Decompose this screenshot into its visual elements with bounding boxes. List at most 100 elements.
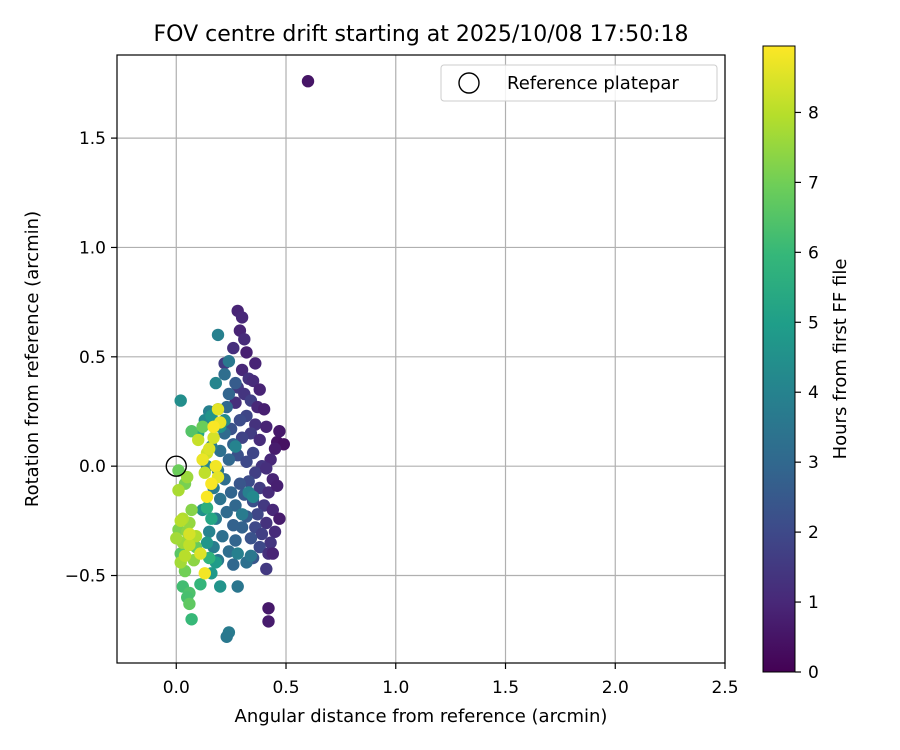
data-point	[194, 578, 207, 591]
data-point	[224, 486, 238, 499]
data-point	[244, 549, 258, 562]
data-point	[253, 383, 266, 396]
data-point	[249, 357, 262, 370]
data-point	[238, 333, 251, 346]
data-point	[246, 446, 260, 460]
legend-entry-label: Reference platepar	[507, 73, 679, 94]
colorbar-label: Hours from first FF file	[830, 259, 851, 460]
data-point	[273, 512, 286, 525]
data-point	[249, 466, 262, 479]
data-point	[271, 479, 284, 492]
data-point	[240, 455, 253, 468]
data-point	[174, 394, 187, 407]
x-tick-label: 0.5	[272, 678, 299, 698]
data-point	[227, 519, 240, 532]
data-point	[207, 420, 220, 433]
data-point	[260, 562, 273, 576]
data-point	[185, 613, 198, 626]
y-tick-label: −0.5	[65, 567, 106, 587]
data-point	[262, 602, 275, 615]
data-point	[235, 508, 249, 521]
data-point	[262, 486, 275, 499]
data-point	[253, 433, 266, 447]
data-point	[244, 532, 258, 545]
data-point	[240, 346, 253, 359]
colorbar-tick-label: 5	[808, 313, 819, 333]
data-points	[170, 75, 315, 643]
data-point	[172, 464, 185, 477]
data-point	[172, 484, 185, 497]
data-point	[255, 527, 269, 541]
x-tick-label: 2.0	[602, 678, 629, 698]
x-tick-label: 2.5	[711, 678, 738, 698]
x-axis-label: Angular distance from reference (arcmin)	[235, 706, 608, 727]
data-point	[301, 75, 315, 88]
data-point	[260, 516, 273, 530]
data-point	[229, 534, 242, 547]
data-point	[181, 470, 194, 484]
data-point	[196, 420, 209, 433]
data-point	[200, 490, 214, 503]
data-point	[170, 532, 183, 545]
data-point	[203, 442, 216, 455]
data-point	[211, 328, 225, 342]
x-tick-label: 1.5	[492, 678, 519, 698]
data-point	[200, 501, 214, 514]
colorbar-tick-label: 8	[808, 103, 819, 123]
data-point	[185, 425, 198, 438]
data-point	[251, 508, 264, 521]
data-point	[216, 530, 229, 543]
data-point	[260, 420, 273, 433]
colorbar	[762, 45, 796, 673]
data-point	[203, 525, 216, 538]
data-point	[207, 431, 220, 444]
reference-platepar-marker	[165, 455, 187, 477]
data-point	[231, 580, 244, 593]
data-point	[266, 547, 279, 560]
data-point	[211, 403, 225, 416]
data-point	[183, 538, 196, 552]
y-axis: −0.5 0.0 0.5 1.0 1.5	[65, 129, 117, 587]
data-point	[209, 460, 222, 473]
data-point	[235, 431, 249, 444]
data-point	[183, 527, 196, 541]
colorbar-tick-label: 3	[808, 453, 819, 473]
data-point	[229, 499, 242, 512]
plot-frame	[116, 54, 726, 664]
data-point	[262, 615, 275, 628]
data-point	[268, 525, 282, 538]
data-point	[196, 453, 209, 466]
data-point	[209, 376, 222, 390]
y-axis-label: Rotation from reference (arcmin)	[22, 211, 43, 507]
data-point	[214, 492, 227, 506]
data-point	[233, 477, 247, 490]
data-point	[235, 311, 249, 324]
data-point	[183, 597, 196, 611]
colorbar-tick-label: 1	[808, 593, 819, 613]
data-point	[198, 567, 211, 580]
data-point	[257, 403, 271, 416]
x-tick-label: 1.0	[382, 678, 409, 698]
data-point	[231, 547, 244, 560]
y-tick-label: 0.0	[79, 457, 106, 477]
data-point	[235, 363, 249, 377]
data-point	[264, 536, 277, 549]
data-point	[222, 453, 236, 466]
data-point	[214, 580, 227, 593]
legend-box	[440, 64, 718, 102]
data-point	[229, 376, 242, 390]
colorbar-tick-label: 7	[808, 173, 819, 193]
data-point	[227, 341, 240, 355]
x-tick-label: 0.0	[163, 678, 190, 698]
data-point	[220, 505, 233, 519]
legend-reference-marker	[458, 72, 480, 94]
colorbar-tick-label: 4	[808, 383, 819, 403]
data-point	[220, 630, 233, 643]
data-point	[273, 425, 286, 438]
data-point	[198, 466, 211, 479]
y-tick-label: 1.0	[79, 238, 106, 258]
data-point	[185, 503, 198, 517]
data-point	[260, 462, 273, 475]
data-point	[266, 503, 279, 517]
